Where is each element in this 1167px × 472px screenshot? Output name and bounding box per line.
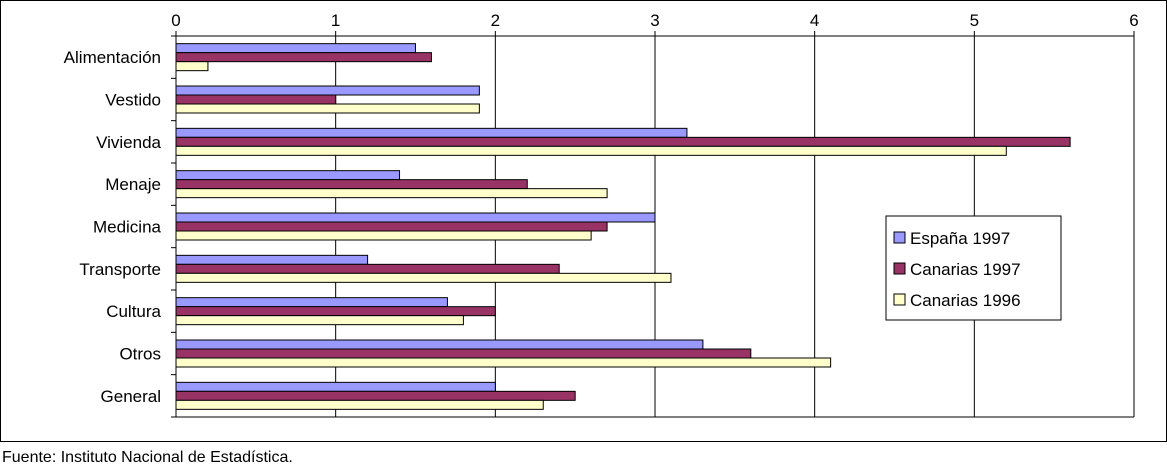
bar [175, 52, 432, 63]
category-label: Alimentación [64, 48, 161, 67]
legend-swatch [893, 293, 906, 306]
legend-swatch [893, 231, 906, 244]
bar [175, 357, 832, 368]
chart: 0 1 2 3 4 5 6 Alimentación Vestido Vivienda Menaj… [64, 11, 1139, 418]
chart-frame: 0 1 2 3 4 5 6 Alimentación Vestido Vivienda Menaj… [0, 0, 1167, 442]
bar [175, 348, 752, 359]
category-label: Vestido [105, 91, 161, 110]
bar [175, 339, 704, 350]
bar [175, 306, 496, 317]
bar [175, 297, 448, 308]
bar [175, 43, 416, 54]
bar [175, 188, 608, 199]
category-label: Menaje [105, 175, 161, 194]
bar [175, 212, 656, 223]
bar [175, 170, 401, 181]
legend-swatch [893, 262, 906, 275]
category-label: Cultura [106, 302, 161, 321]
x-tick-label: 6 [1129, 11, 1138, 30]
x-tick-label: 2 [491, 11, 500, 30]
bar [175, 263, 560, 274]
x-tick-label: 0 [171, 11, 180, 30]
bar [175, 85, 480, 96]
legend-label: España 1997 [910, 229, 1010, 248]
bar [175, 179, 528, 190]
legend-label: Canarias 1996 [910, 291, 1021, 310]
bar [175, 61, 209, 72]
x-tick-label: 5 [970, 11, 979, 30]
bar [175, 103, 480, 114]
category-label: Vivienda [96, 133, 161, 152]
bar [175, 315, 464, 326]
bar [175, 390, 576, 401]
x-tick-label: 1 [331, 11, 340, 30]
bar [175, 272, 672, 283]
bar [175, 94, 337, 105]
x-tick-label: 3 [650, 11, 659, 30]
x-tick-label: 4 [810, 11, 819, 30]
source-note: Fuente: Instituto Nacional de Estadístic… [2, 449, 293, 466]
bar [175, 145, 1007, 156]
legend [885, 215, 1062, 321]
bar [175, 221, 608, 232]
category-label: Otros [119, 345, 161, 364]
category-label: Medicina [93, 218, 162, 237]
bar [175, 381, 496, 392]
category-label: Transporte [79, 260, 161, 279]
bar [175, 254, 369, 265]
category-label: General [101, 387, 161, 406]
bar [175, 230, 592, 241]
legend-label: Canarias 1997 [910, 260, 1021, 279]
bar [175, 127, 688, 138]
bar [175, 399, 544, 410]
bar [175, 136, 1071, 147]
